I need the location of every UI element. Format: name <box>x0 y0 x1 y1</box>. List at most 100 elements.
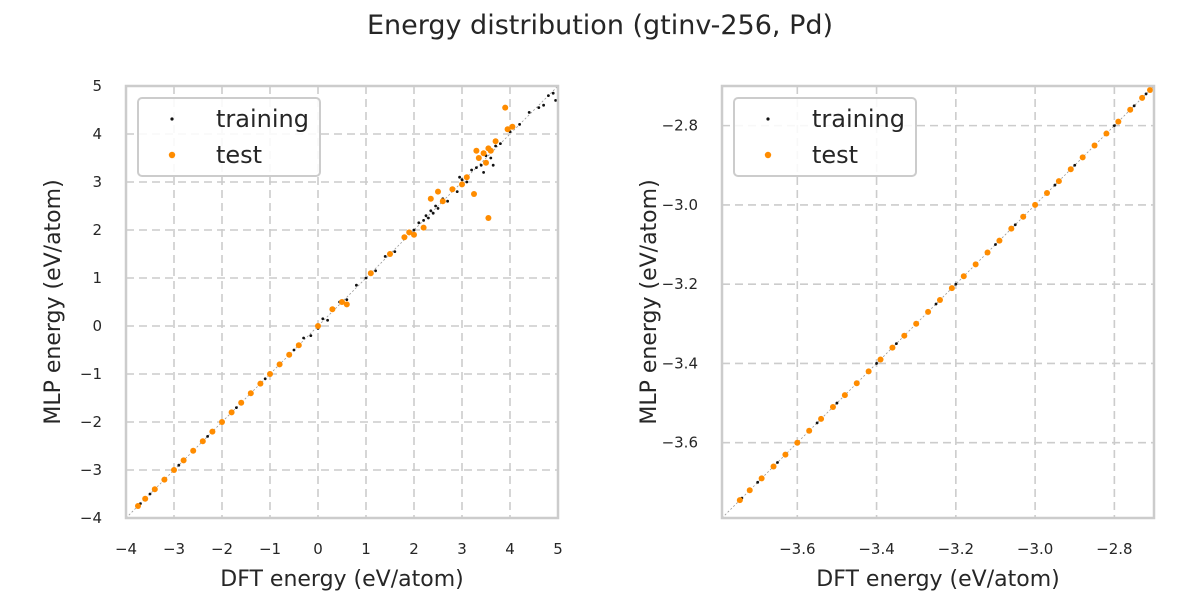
legend-label-test: test <box>216 141 262 169</box>
test-point <box>142 495 149 502</box>
training-point <box>235 406 238 409</box>
plot-frame <box>720 84 1156 520</box>
training-point <box>321 317 325 321</box>
training-point <box>455 190 459 194</box>
test-point <box>295 342 302 349</box>
training-point <box>436 207 440 210</box>
test-point <box>209 428 216 435</box>
test-point <box>315 323 321 329</box>
x-tick-label: −3.6 <box>779 540 815 558</box>
training-point <box>551 91 555 95</box>
test-point <box>794 439 801 446</box>
test-point <box>471 191 477 197</box>
test-point <box>1055 178 1062 185</box>
legend-label-test: test <box>812 141 858 169</box>
test-point <box>459 181 465 188</box>
training-point <box>458 175 461 179</box>
y-axis-label: MLP energy (eV/atom) <box>41 179 66 424</box>
test-point <box>406 229 413 236</box>
training-point <box>1132 104 1136 108</box>
training-point <box>1112 124 1116 128</box>
training-point <box>1073 163 1077 167</box>
test-point <box>411 231 417 238</box>
training-point <box>417 221 421 225</box>
test-point <box>502 104 509 111</box>
legend-marker-test <box>168 151 176 159</box>
test-point <box>925 308 932 315</box>
training-point <box>263 377 267 381</box>
test-point <box>1043 190 1050 197</box>
x-tick-label: −2 <box>211 540 233 558</box>
training-point <box>177 463 181 467</box>
test-point <box>219 419 225 425</box>
legend-label-training: training <box>812 105 905 133</box>
training-point <box>302 336 305 340</box>
training-point <box>875 362 878 365</box>
test-point <box>483 159 489 166</box>
test-point <box>238 399 245 406</box>
x-tick-label: 1 <box>361 540 371 558</box>
x-tick-label: −2.8 <box>1096 540 1132 558</box>
training-point <box>756 480 760 484</box>
training-point <box>479 163 483 167</box>
test-point <box>257 380 264 387</box>
legend-marker-training <box>170 117 174 121</box>
test-point <box>770 463 777 470</box>
test-point <box>1115 118 1122 125</box>
x-tick-label: −4 <box>115 540 137 558</box>
legend-box <box>137 97 321 177</box>
training-point <box>470 168 473 172</box>
training-point <box>434 204 437 208</box>
test-point <box>841 392 848 399</box>
test-point <box>984 249 991 256</box>
test-point <box>1079 154 1086 161</box>
test-point <box>439 198 446 205</box>
test-point <box>487 147 494 154</box>
training-point <box>815 421 819 425</box>
x-tick-label: 0 <box>313 540 323 558</box>
test-point <box>901 332 908 339</box>
test-point <box>473 147 480 154</box>
training-point <box>491 163 495 167</box>
test-point <box>286 351 293 358</box>
test-point <box>401 234 408 241</box>
test-point <box>387 251 393 257</box>
test-point <box>228 409 235 416</box>
test-point <box>736 497 743 504</box>
test-point <box>913 320 920 327</box>
training-point <box>776 461 779 464</box>
test-point <box>190 447 197 454</box>
test-point <box>463 174 470 181</box>
training-point <box>1144 92 1148 96</box>
test-point <box>247 390 254 397</box>
test-point <box>329 306 336 313</box>
training-point <box>429 209 433 213</box>
legend-box <box>733 97 917 177</box>
x-axis-label: DFT energy (eV/atom) <box>220 567 463 592</box>
training-point <box>393 250 397 254</box>
y-axis-label: MLP energy (eV/atom) <box>637 179 662 424</box>
test-point <box>151 486 158 493</box>
training-point <box>383 255 387 258</box>
x-tick-label: 4 <box>505 540 515 558</box>
training-point <box>446 199 449 203</box>
y-tick-label: 2 <box>92 221 102 239</box>
y-tick-label: 5 <box>92 77 102 95</box>
training-point <box>835 401 839 405</box>
test-point <box>806 427 813 434</box>
training-point <box>894 342 898 346</box>
figure-title: Energy distribution (gtinv-256, Pd) <box>367 10 833 41</box>
training-point <box>499 142 502 146</box>
test-point <box>948 285 955 292</box>
x-tick-label: 3 <box>457 540 467 558</box>
training-point <box>431 211 435 215</box>
test-point <box>1020 213 1027 220</box>
training-point <box>424 214 428 218</box>
training-point <box>554 99 557 102</box>
training-point <box>518 123 521 126</box>
legend-marker-test <box>764 151 772 159</box>
y-tick-label: 3 <box>92 173 102 191</box>
y-tick-label: 0 <box>92 317 102 335</box>
training-point <box>475 166 478 170</box>
